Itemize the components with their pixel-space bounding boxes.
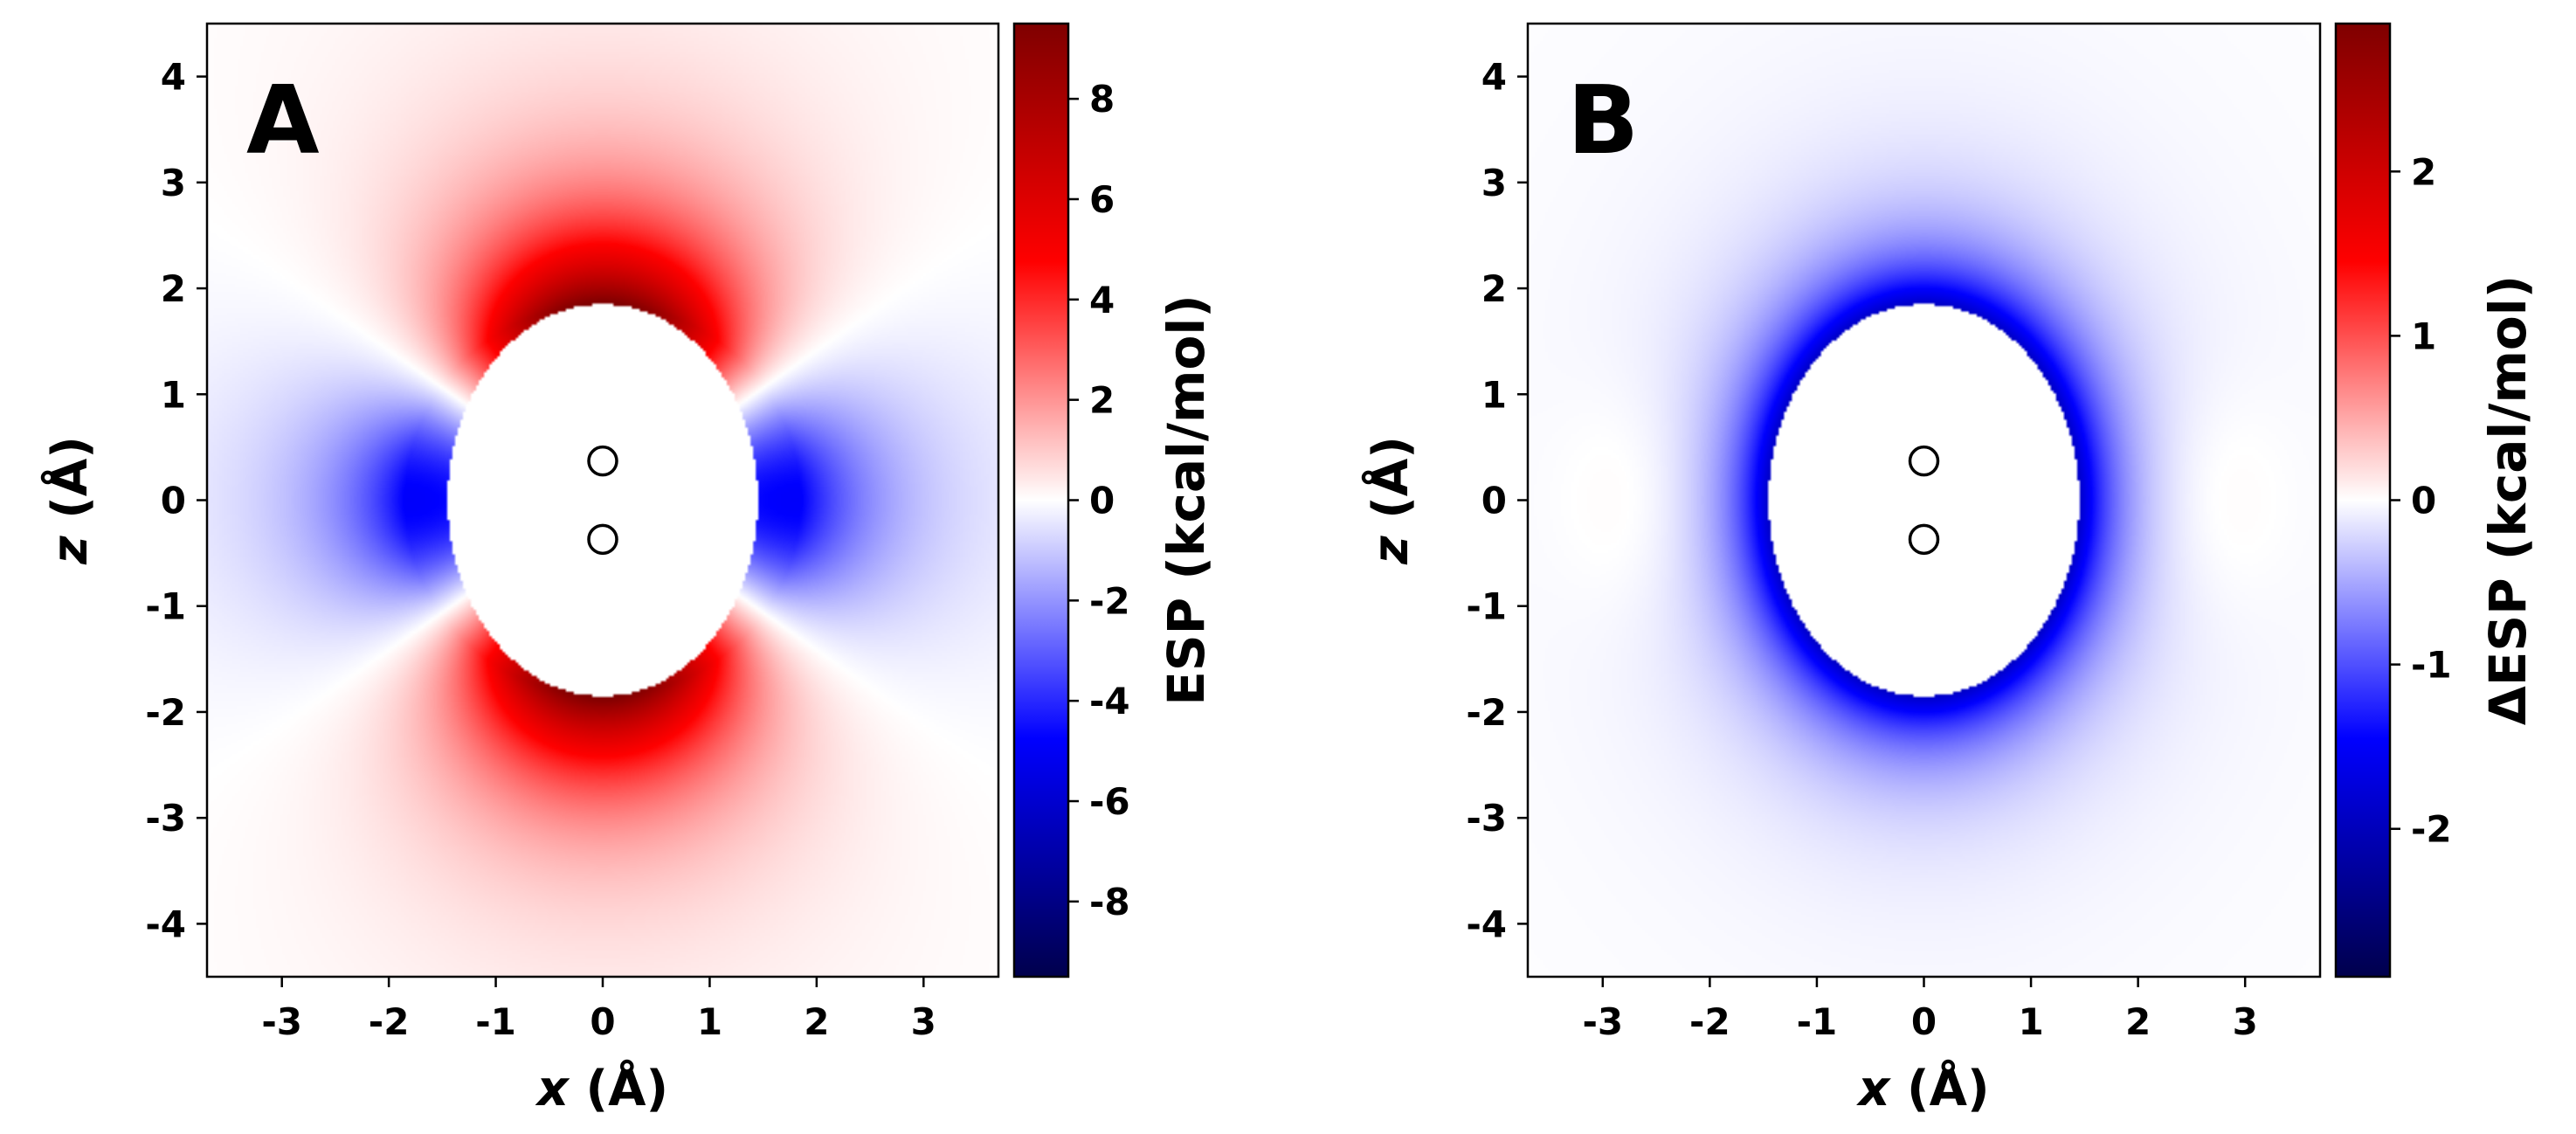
colorbar	[1012, 22, 1070, 978]
x-tick-label: 1	[697, 1000, 722, 1043]
colorbar-tick-label: 2	[1089, 379, 1115, 422]
y-tick-label: 4	[161, 56, 186, 99]
panel-label: A	[246, 66, 320, 176]
y-tick-label: -4	[145, 902, 186, 945]
colorbar-tick-label: -8	[1089, 881, 1130, 923]
x-tick-label: 3	[2233, 1000, 2258, 1043]
colorbar-tick-label: 1	[2411, 315, 2436, 357]
x-tick-label: 1	[2018, 1000, 2043, 1043]
colorbar-tick-label: 0	[2411, 480, 2436, 522]
x-axis-label: x (Å)	[535, 1060, 668, 1117]
colorbar-tick-label: -2	[1089, 579, 1130, 622]
y-axis-label: z (Å)	[41, 436, 99, 565]
y-tick-label: 1	[161, 373, 186, 416]
y-tick-label: 1	[1481, 373, 1507, 416]
colorbar-tick-label: 0	[1089, 480, 1115, 522]
x-tick-label: -3	[1582, 1000, 1623, 1043]
y-tick-label: 0	[161, 480, 186, 522]
y-axis-label: z (Å)	[1362, 436, 1419, 565]
y-tick-label: -3	[1466, 797, 1507, 840]
y-tick-label: -1	[1466, 585, 1507, 628]
y-tick-label: -2	[145, 691, 186, 734]
x-tick-label: 2	[2125, 1000, 2151, 1043]
atom-marker	[1908, 445, 1940, 477]
y-tick-label: -4	[1466, 902, 1507, 945]
colorbar-tick-label: -4	[1089, 680, 1130, 723]
x-tick-label: -1	[1797, 1000, 1838, 1043]
colorbar-tick-label: -6	[1089, 780, 1130, 823]
colorbar-tick-label: 6	[1089, 178, 1115, 221]
x-tick-label: 0	[590, 1000, 615, 1043]
colorbar-label: ΔESP (kcal/mol)	[2478, 275, 2538, 725]
y-tick-label: 3	[1481, 162, 1507, 204]
y-tick-label: 2	[161, 267, 186, 310]
atom-marker	[587, 523, 618, 556]
y-tick-label: 0	[1481, 480, 1507, 522]
y-tick-label: -1	[145, 585, 186, 628]
x-tick-label: 3	[911, 1000, 936, 1043]
atom-marker	[1908, 523, 1940, 556]
colorbar-label: ESP (kcal/mol)	[1157, 294, 1216, 705]
x-tick-label: -2	[369, 1000, 410, 1043]
x-axis-label: x (Å)	[1855, 1060, 1989, 1117]
esp-heatmap	[207, 24, 998, 977]
colorbar-tick-label: 2	[2411, 150, 2436, 193]
x-tick-label: 0	[1911, 1000, 1937, 1043]
colorbar-tick-label: -2	[2411, 808, 2452, 851]
panel-label: B	[1567, 66, 1639, 176]
y-tick-label: -2	[1466, 691, 1507, 734]
x-tick-label: -2	[1689, 1000, 1730, 1043]
x-tick-label: -1	[475, 1000, 516, 1043]
panel-b: B -3 -2 -1 0 1 2 3 -4 -3 -2 -1 0 1 2 3 4 x (Å) z (Å) -2 -1 0 1…	[1362, 22, 2538, 1117]
colorbar-tick-label: 8	[1089, 78, 1115, 121]
colorbar-tick-label: 4	[1089, 279, 1115, 322]
colorbar	[2334, 22, 2392, 978]
y-tick-label: 2	[1481, 267, 1507, 310]
atom-marker	[587, 445, 618, 477]
x-tick-label: -3	[261, 1000, 302, 1043]
y-tick-label: 3	[161, 162, 186, 204]
y-tick-label: -3	[145, 797, 186, 840]
x-tick-label: 2	[804, 1000, 829, 1043]
colorbar-tick-label: -1	[2411, 644, 2452, 687]
y-tick-label: 4	[1481, 56, 1507, 99]
panel-a: A -3 -2 -1 0 1 2 3 -4 -3 -2 -1 0 1 2 3 4 x (Å) z (Å) -8 -6 -4…	[41, 22, 1216, 1117]
esp-heatmap	[1528, 24, 2320, 977]
